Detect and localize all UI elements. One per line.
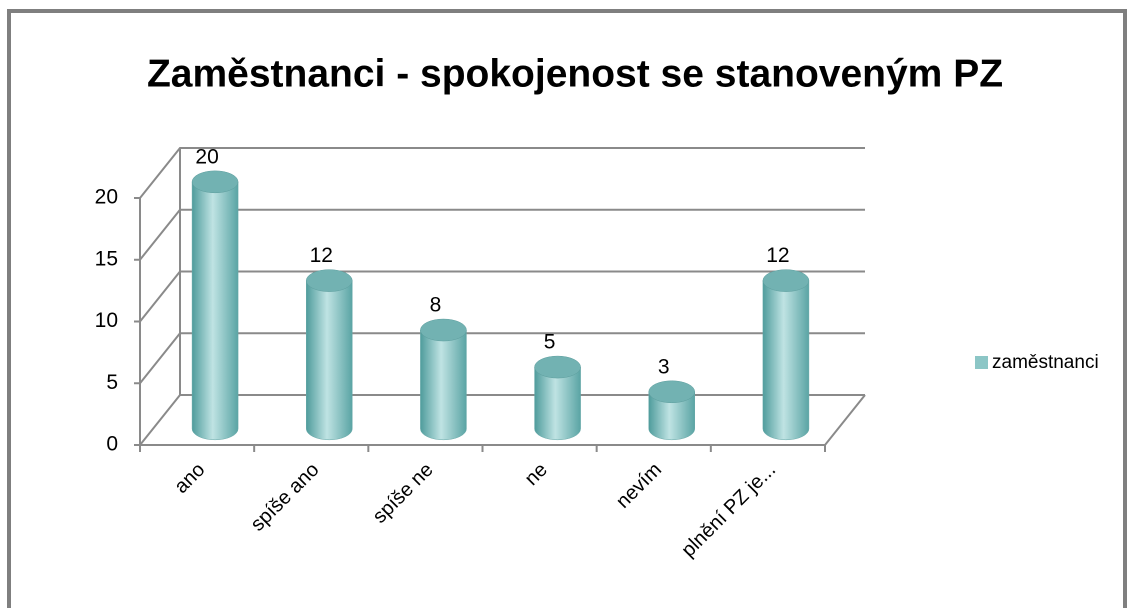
- grid-line: [139, 332, 865, 384]
- legend-label: zaměstnanci: [992, 352, 1099, 373]
- bar: [648, 391, 695, 441]
- bar: [762, 280, 810, 441]
- grid-line: [139, 394, 865, 446]
- data-label: 12: [310, 244, 333, 267]
- bar: [306, 280, 353, 441]
- y-tick-label: 0: [106, 433, 118, 456]
- bar-top: [648, 380, 695, 404]
- grid-line: [139, 147, 865, 199]
- y-tick-label: 5: [106, 371, 118, 394]
- grid-line: [139, 208, 865, 261]
- bar: [420, 329, 467, 441]
- bar-top: [762, 269, 810, 292]
- chart-title: Zaměstnanci - spokojenost se stanoveným …: [147, 52, 1003, 95]
- bar: [534, 366, 581, 441]
- legend-swatch: [975, 356, 988, 369]
- chart-frame: [7, 9, 1127, 608]
- data-label: 12: [766, 244, 789, 267]
- data-label: 20: [195, 145, 218, 168]
- bar-top: [191, 170, 239, 194]
- data-label: 8: [430, 294, 442, 317]
- bar-top: [534, 355, 581, 379]
- grid-line: [139, 270, 865, 323]
- bar-top: [306, 269, 353, 292]
- y-tick-label: 20: [95, 186, 118, 209]
- bar-top: [420, 318, 467, 342]
- data-label: 3: [658, 355, 670, 378]
- data-label: 5: [544, 331, 556, 354]
- bar: [191, 181, 239, 441]
- y-tick-label: 15: [95, 247, 118, 270]
- y-tick-label: 10: [95, 309, 118, 332]
